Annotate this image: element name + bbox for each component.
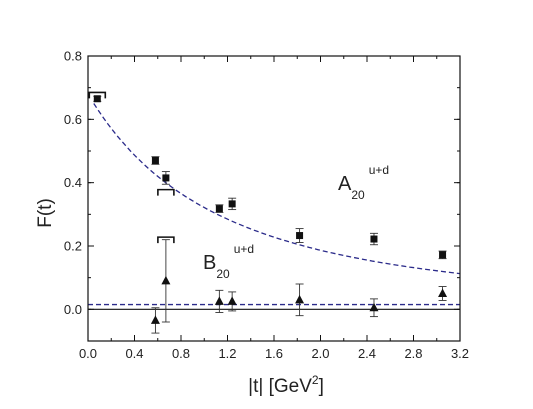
series-label-a20-sub: 20 bbox=[351, 188, 365, 202]
y-axis-title: F(t) bbox=[35, 198, 56, 228]
y-tick-label-1: 0.2 bbox=[64, 239, 82, 254]
x-tick-label-5: 2.0 bbox=[311, 346, 329, 361]
data-point-series-0-2 bbox=[161, 171, 170, 185]
triangle-marker bbox=[438, 288, 448, 297]
x-tick-label-7: 2.8 bbox=[404, 346, 422, 361]
data-point-series-1-2 bbox=[214, 289, 224, 313]
data-point-series-1-0 bbox=[150, 307, 160, 334]
data-point-series-0-5 bbox=[295, 228, 304, 243]
data-point-series-0-4 bbox=[228, 197, 237, 211]
x-tick-label-1: 0.4 bbox=[125, 346, 143, 361]
square-marker bbox=[151, 157, 159, 164]
series-label-a20: A20 u+d bbox=[338, 163, 389, 202]
x-tick-label-2: 0.8 bbox=[172, 346, 190, 361]
triangle-marker bbox=[214, 296, 224, 305]
series-label-b20-sub: 20 bbox=[216, 267, 230, 281]
data-point-series-1-4 bbox=[295, 283, 305, 317]
y-tick-label-3: 0.6 bbox=[64, 112, 82, 127]
square-marker bbox=[215, 205, 223, 213]
x-axis-title-main: |t| [GeV bbox=[248, 376, 312, 397]
data-point-series-1-3 bbox=[227, 291, 237, 312]
x-tick-label-4: 1.6 bbox=[265, 346, 283, 361]
data-point-series-1-5 bbox=[369, 298, 379, 318]
x-tick-label-3: 1.2 bbox=[218, 346, 236, 361]
x-tick-label-6: 2.4 bbox=[358, 346, 376, 361]
systematic-bracket-0-1 bbox=[157, 188, 175, 196]
data-point-series-1-6 bbox=[438, 286, 448, 301]
data-point-series-0-1 bbox=[151, 156, 160, 165]
square-marker bbox=[439, 251, 447, 259]
x-tick-label-8: 3.2 bbox=[451, 346, 469, 361]
square-marker bbox=[370, 235, 378, 243]
square-marker bbox=[93, 95, 101, 103]
triangle-marker bbox=[369, 302, 379, 312]
square-marker bbox=[162, 174, 170, 182]
data-point-series-0-0 bbox=[93, 95, 102, 103]
axes-layer: 0.0 0.4 0.8 1.2 1.6 2.0 2.4 2.8 3.2 0.0 0.2 0.4 0.6 0… bbox=[64, 49, 469, 362]
plot-frame bbox=[87, 55, 461, 342]
triangle-marker bbox=[227, 296, 237, 305]
triangle-marker bbox=[150, 315, 160, 324]
plot-layer bbox=[88, 91, 461, 334]
square-marker bbox=[296, 232, 304, 240]
data-point-series-0-3 bbox=[215, 204, 224, 213]
x-axis-title: |t| [GeV2] bbox=[248, 373, 324, 397]
triangle-marker bbox=[161, 275, 171, 285]
fit-curve-series-0 bbox=[93, 103, 461, 275]
systematic-bracket-0-0 bbox=[88, 91, 107, 99]
series-label-a20-sup: u+d bbox=[369, 163, 389, 177]
y-tick-label-0: 0.0 bbox=[64, 302, 82, 317]
series-label-b20: B20 u+d bbox=[203, 242, 254, 281]
data-point-series-0-7 bbox=[438, 250, 447, 260]
systematic-bracket-1-0 bbox=[157, 236, 175, 244]
y-tick-label-2: 0.4 bbox=[64, 175, 82, 190]
data-point-series-0-6 bbox=[369, 232, 378, 246]
square-marker bbox=[228, 200, 236, 208]
series-label-b20-base: B bbox=[203, 252, 216, 274]
data-point-series-1-1 bbox=[161, 239, 171, 323]
x-axis-title-end: ] bbox=[319, 376, 324, 397]
triangle-marker bbox=[295, 294, 305, 304]
x-tick-label-0: 0.0 bbox=[79, 346, 97, 361]
y-tick-label-4: 0.8 bbox=[64, 49, 82, 64]
series-label-a20-base: A bbox=[338, 173, 352, 195]
x-axis-title-sup: 2 bbox=[312, 373, 319, 387]
series-label-b20-sup: u+d bbox=[234, 242, 254, 256]
